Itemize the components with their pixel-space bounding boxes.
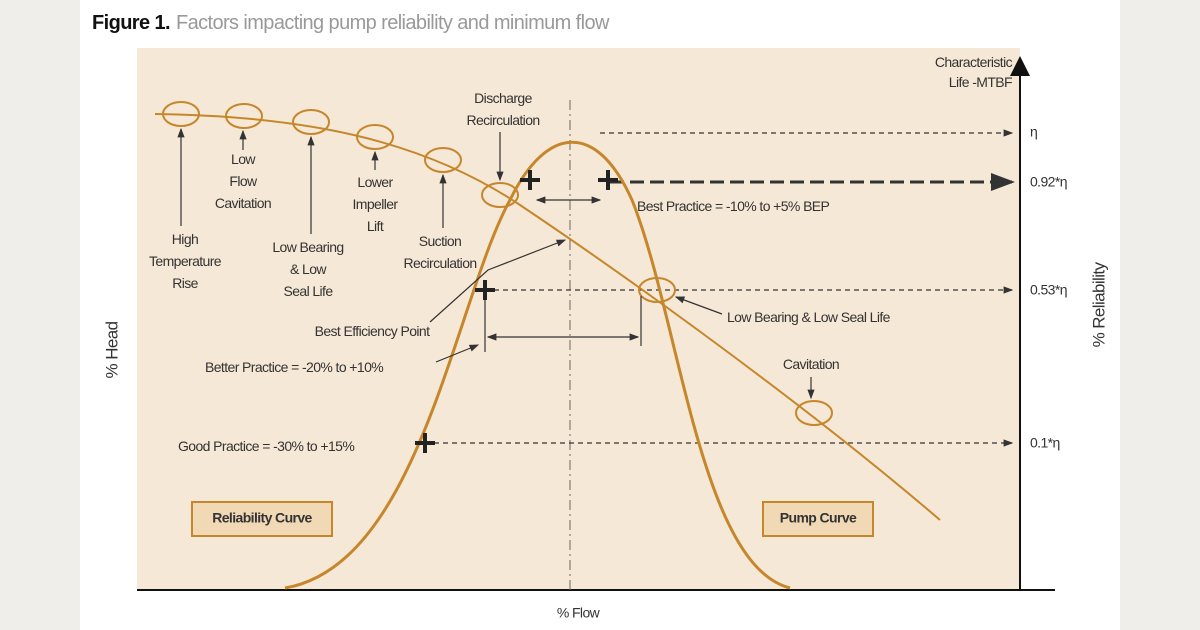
x-axis-label: % Flow [557,605,601,621]
legend-label: Reliability Curve [212,510,312,526]
annotation: Best Efficiency Point [315,323,430,339]
right-tick: η [1030,124,1037,140]
plus [598,170,618,190]
annotation: Cavitation [783,356,839,372]
ring [162,101,200,127]
annotation-line: Low Bearing [272,239,343,255]
right-tick: 0.92*η [1030,174,1067,190]
annotation-line: Rise [172,275,198,291]
annotation: High Temperature Rise [149,231,222,291]
top-right-label: Characteristic Life -MTBF [935,54,1013,90]
ann [674,296,723,315]
annotation-line: Better Practice = -20% to +10% [205,359,383,375]
annotation-line: Recirculation [403,255,476,271]
figure-label: Figure 1. [92,12,170,34]
annotation: Lower Impeller Lift [353,174,399,234]
ring [225,103,263,129]
plot-bg [137,48,1020,590]
plus [520,170,540,190]
plus [475,280,495,300]
annotation: Better Practice = -20% to +10% [205,359,383,375]
annotation-line: Suction [419,233,462,249]
ring [424,147,462,173]
annotation-line: Lift [367,218,384,234]
legend-box [191,501,333,537]
g [162,101,833,426]
annotation-line: Temperature [149,253,222,269]
plus [415,433,435,453]
annotation-line: Discharge [474,90,532,106]
curve [284,140,791,590]
annotation-line: Low Bearing & Low Seal Life [727,309,891,325]
annotation: Low Bearing & Low Seal Life [727,309,891,325]
legend-box [762,501,874,537]
ann [435,344,480,363]
annotation: Low Bearing & Low Seal Life [272,239,343,299]
annotation-line: Low [231,151,256,167]
legend-label: Pump Curve [780,510,857,526]
ann [429,239,567,323]
ring [292,109,330,135]
ring [638,277,676,303]
line: Life -MTBF [949,74,1012,90]
right-tick: 0.1*η [1030,435,1060,451]
annotation-line: Cavitation [783,356,839,372]
annotation-line: Impeller [353,196,399,212]
annotation-line: Flow [229,173,258,189]
annotation: Suction Recirculation [403,233,476,271]
figure-title: Figure 1. Factors impacting pump reliabil… [92,12,610,34]
annotation-line: Best Efficiency Point [315,323,430,339]
annotation: Discharge Recirculation [466,90,539,128]
g [415,170,618,453]
right-tick: 0.53*η [1030,282,1067,298]
annotation: Best Practice = -10% to +5% BEP [637,198,830,214]
ring [481,182,519,208]
annotation-line: Good Practice = -30% to +15% [178,438,354,454]
y-axis-label: % Head [102,321,121,378]
ring [795,400,833,426]
annotation: Good Practice = -30% to +15% [178,438,354,454]
annotation-line: Lower [357,174,393,190]
annotation-line: Cavitation [215,195,271,211]
figure-caption: Factors impacting pump reliability and m… [176,12,610,34]
ring [356,124,394,150]
annotation-line: Seal Life [283,283,333,299]
annotation: Low Flow Cavitation [215,151,271,211]
annotation-line: High [172,231,198,247]
y2-axis-label: % Reliability [1089,262,1108,348]
line: Characteristic [935,54,1013,70]
annotation-line: & Low [290,261,327,277]
annotation-line: Best Practice = -10% to +5% BEP [637,198,830,214]
annotation-line: Recirculation [466,112,539,128]
curve [154,113,941,521]
